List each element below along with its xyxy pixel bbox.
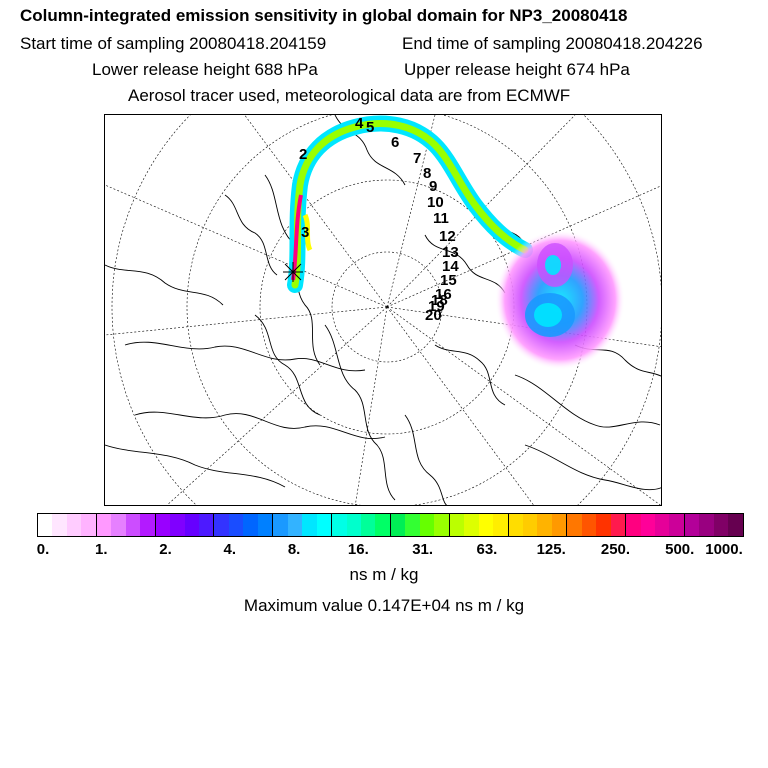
traj-label-15: 15 xyxy=(440,272,457,289)
traj-label-18: 18 xyxy=(431,292,448,309)
colorbar-cell xyxy=(198,514,215,536)
colorbar-cell xyxy=(184,514,199,536)
colorbar-unit-label: ns m / kg xyxy=(349,565,419,584)
colorbar-cell xyxy=(419,514,435,536)
colorbar-cell xyxy=(170,514,185,536)
coastlines xyxy=(105,115,661,505)
plot-title: Column-integrated emission sensitivity i… xyxy=(20,6,628,25)
colorbar-tick-label: 500. xyxy=(665,541,695,558)
traj-label-6: 6 xyxy=(391,134,399,151)
colorbar-cell xyxy=(537,514,552,536)
colorbar-cell xyxy=(346,514,361,536)
maximum-value-label: Maximum value 0.147E+04 ns m / kg xyxy=(243,596,525,615)
colorbar-cell xyxy=(228,514,244,536)
colorbar-cell xyxy=(375,514,391,536)
colorbar-cell xyxy=(551,514,568,536)
colorbar-cell xyxy=(434,514,450,536)
colorbar-cell xyxy=(52,514,67,536)
colorbar-cell xyxy=(214,514,229,536)
colorbar-cell xyxy=(302,514,317,536)
colorbar-cell xyxy=(125,514,141,536)
colorbar-cell xyxy=(243,514,258,536)
colorbar-cell xyxy=(684,514,700,536)
traj-label-5: 5 xyxy=(366,119,374,136)
colorbar-tick-label: 0. xyxy=(36,541,50,558)
traj-label-11: 11 xyxy=(433,210,449,227)
colorbar-cell xyxy=(390,514,406,536)
colorbar-cell xyxy=(464,514,479,536)
emission-sensitivity-plume xyxy=(287,115,625,370)
colorbar-cell xyxy=(567,514,582,536)
colorbar-cell xyxy=(140,514,156,536)
colorbar-cell xyxy=(38,514,53,536)
colorbar-cell xyxy=(640,514,656,536)
colorbar-cell xyxy=(508,514,523,536)
colorbar-cell xyxy=(155,514,171,536)
trajectory-labels: 2 3 4 5 6 7 8 9 10 11 12 13 14 15 16 18 … xyxy=(299,115,459,324)
colorbar-cell xyxy=(699,514,714,536)
colorbar-tick-label: 1. xyxy=(95,541,108,558)
colorbar-cell xyxy=(66,514,82,536)
traj-label-7: 7 xyxy=(413,150,421,167)
polar-map: 2 3 4 5 6 7 8 9 10 11 12 13 14 15 16 18 … xyxy=(105,115,661,505)
colorbar-cell xyxy=(405,514,420,536)
colorbar-cell xyxy=(581,514,597,536)
traj-label-19: 19 xyxy=(428,298,445,315)
colorbar-tick-label: 125. xyxy=(536,541,566,558)
colorbar-cell xyxy=(655,514,670,536)
end-sampling-label: End time of sampling 20080418.204226 xyxy=(402,34,703,53)
colorbar-cell xyxy=(713,514,729,536)
traj-label-12: 12 xyxy=(439,228,456,245)
traj-label-2: 2 xyxy=(299,146,307,163)
colorbar-tick-label: 2. xyxy=(159,541,172,558)
colorbar-cell xyxy=(316,514,333,536)
colorbar-tick-label: 1000. xyxy=(705,541,743,558)
colorbar-cell xyxy=(522,514,538,536)
colorbar-tick-label: 8. xyxy=(287,541,301,558)
traj-label-20: 20 xyxy=(425,307,442,324)
colorbar-cell xyxy=(360,514,376,536)
traj-label-14: 14 xyxy=(442,258,459,275)
traj-label-13: 13 xyxy=(442,244,459,261)
traj-label-8: 8 xyxy=(423,165,431,182)
traj-label-16: 16 xyxy=(435,286,452,303)
start-sampling-label: Start time of sampling 20080418.204159 xyxy=(20,34,327,53)
traj-label-9: 9 xyxy=(429,178,437,195)
colorbar-tick-label: 31. xyxy=(412,541,434,558)
colorbar-cell xyxy=(111,514,126,536)
colorbar-cell xyxy=(81,514,97,536)
colorbar-cell xyxy=(596,514,611,536)
colorbar-tick-label: 63. xyxy=(476,541,498,558)
colorbar-cell xyxy=(493,514,509,536)
colorbar-cell xyxy=(626,514,641,536)
colorbar-cell xyxy=(96,514,112,536)
colorbar-cell xyxy=(669,514,685,536)
colorbar-cell xyxy=(728,514,743,536)
colorbar-cell xyxy=(273,514,288,536)
lower-release-label: Lower release height 688 hPa xyxy=(92,60,318,79)
colorbar-tick-label: 250. xyxy=(600,541,631,558)
traj-label-4: 4 xyxy=(355,115,364,132)
colorbar-cell xyxy=(610,514,627,536)
upper-release-label: Upper release height 674 hPa xyxy=(404,60,630,79)
colorbar-cell xyxy=(478,514,494,536)
map-panel: 2 3 4 5 6 7 8 9 10 11 12 13 14 15 16 18 … xyxy=(104,114,662,506)
colorbar-cell xyxy=(287,514,303,536)
tracer-info-label: Aerosol tracer used, meteorological data… xyxy=(128,86,571,105)
colorbar-tick-label: 4. xyxy=(223,541,237,558)
colorbar-cell xyxy=(449,514,465,536)
colorbar-tick-label: 16. xyxy=(347,541,369,558)
colorbar-cell xyxy=(332,514,347,536)
traj-label-3: 3 xyxy=(301,224,309,241)
traj-label-10: 10 xyxy=(427,194,444,211)
colorbar xyxy=(37,513,744,537)
colorbar-cell xyxy=(257,514,274,536)
release-point-marker xyxy=(283,262,303,282)
